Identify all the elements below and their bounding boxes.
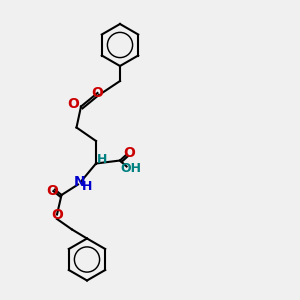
Text: O: O [68,97,80,110]
Text: N: N [74,175,85,188]
Text: H: H [97,152,107,166]
Text: O: O [46,184,58,197]
Text: O: O [51,208,63,221]
Text: H: H [82,179,92,193]
Text: O: O [92,86,104,100]
Text: OH: OH [120,161,141,175]
Text: O: O [123,146,135,160]
